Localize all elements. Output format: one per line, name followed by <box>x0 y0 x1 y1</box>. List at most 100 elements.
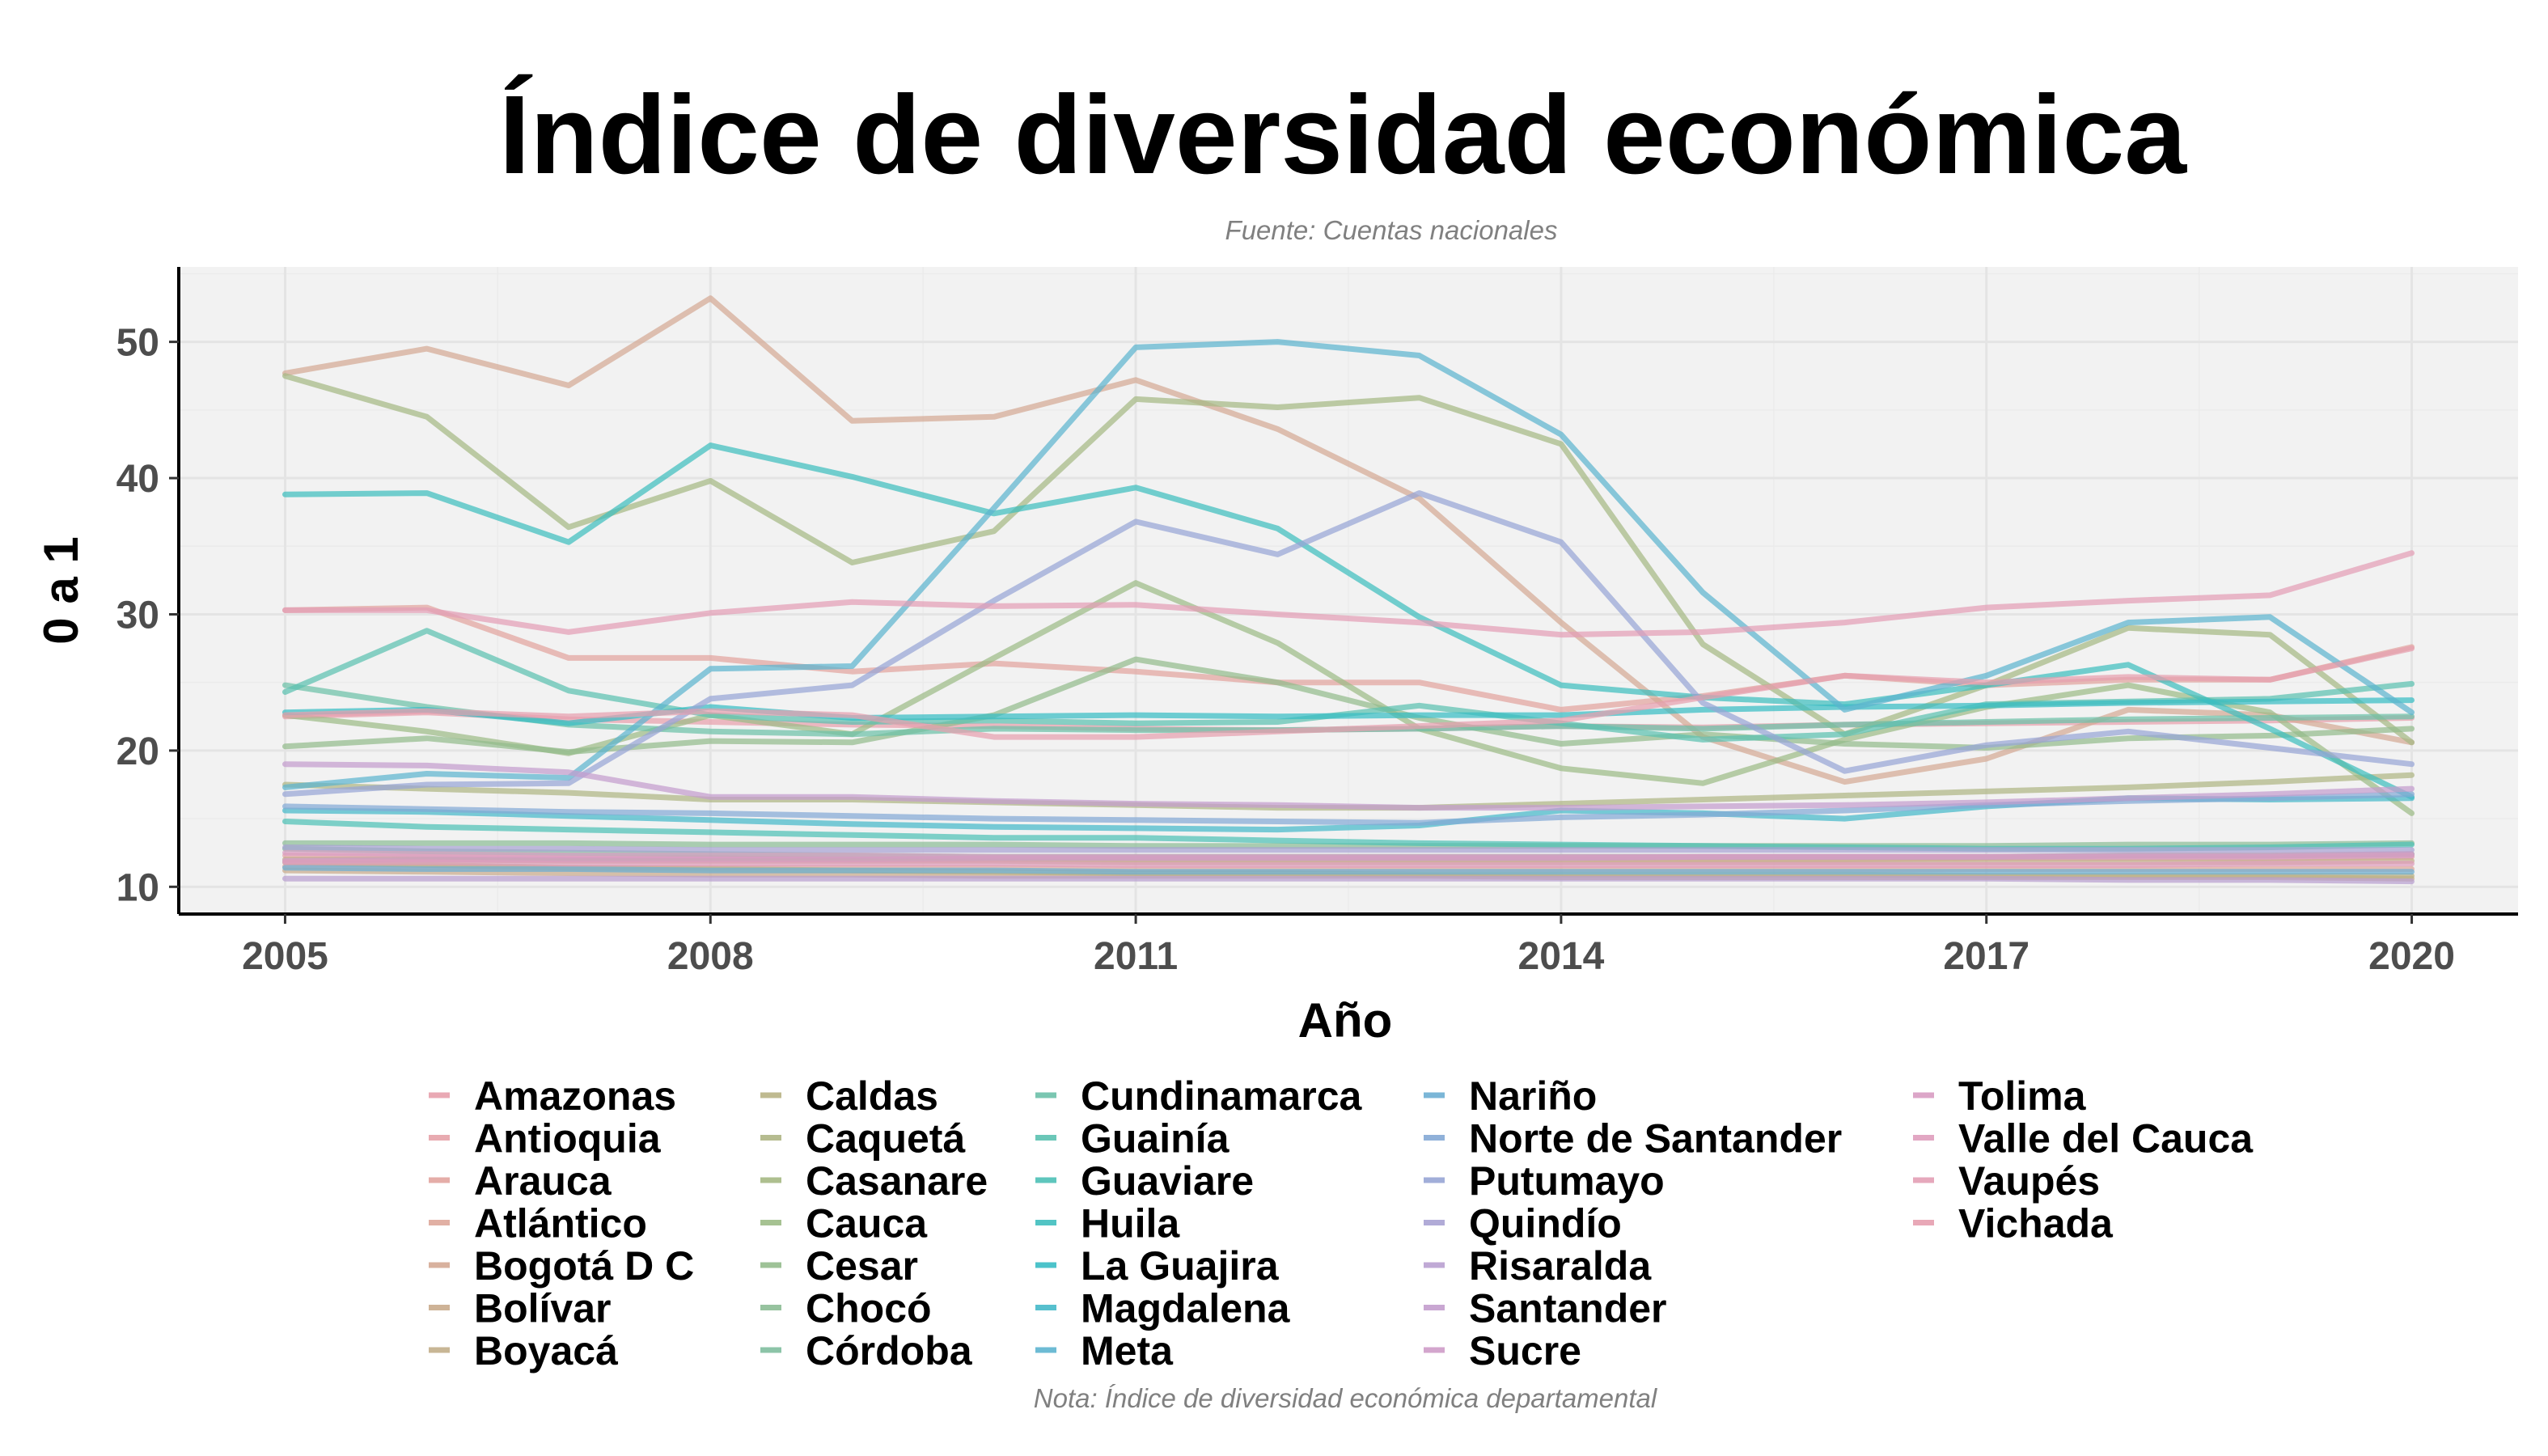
legend-label: Guainía <box>1081 1116 1230 1162</box>
legend-item: Quindío <box>1424 1201 1622 1246</box>
legend-item: Putumayo <box>1424 1158 1665 1204</box>
chart-subtitle: Fuente: Cuentas nacionales <box>1225 215 1558 245</box>
legend-item: Valle del Cauca <box>1913 1116 2254 1162</box>
legend-label: Cauca <box>806 1201 928 1246</box>
legend-label: Norte de Santander <box>1469 1116 1842 1162</box>
chart-caption: Nota: Índice de diversidad económica dep… <box>1034 1383 1658 1413</box>
legend-item: Atlántico <box>429 1201 647 1246</box>
y-axis-title: 0 a 1 <box>34 536 88 644</box>
legend-label: Vaupés <box>1958 1158 2100 1204</box>
legend-item: Caldas <box>760 1073 938 1119</box>
legend-label: Vichada <box>1958 1201 2114 1246</box>
legend-item: Vaupés <box>1913 1158 2100 1204</box>
legend-label: Atlántico <box>474 1201 647 1246</box>
series-line <box>282 875 2415 885</box>
legend-item: La Guajira <box>1035 1243 1280 1289</box>
legend-item: Arauca <box>429 1158 612 1204</box>
x-tick-label: 2008 <box>667 935 754 978</box>
legend-label: Quindío <box>1469 1201 1622 1246</box>
series-line <box>282 645 2415 740</box>
legend-item: Huila <box>1035 1201 1180 1246</box>
x-tick-label: 2014 <box>1518 935 1605 978</box>
legend-item: Guaviare <box>1035 1158 1254 1204</box>
series-line <box>282 442 2415 800</box>
series-line <box>282 656 2415 756</box>
x-tick-label: 2017 <box>1943 935 2030 978</box>
legend-label: Nariño <box>1469 1073 1597 1119</box>
legend-item: Caquetá <box>760 1116 965 1162</box>
series-line <box>282 490 2415 798</box>
x-tick-label: 2005 <box>242 935 328 978</box>
x-tick-label: 2011 <box>1094 935 1178 978</box>
series-line <box>282 844 2415 853</box>
legend-item: Santander <box>1424 1286 1667 1331</box>
y-axis-ticks: 10 20 30 40 50 <box>116 322 179 909</box>
legend-label: Tolima <box>1958 1073 2087 1119</box>
legend-item: Chocó <box>760 1286 932 1331</box>
y-tick-label: 40 <box>116 458 159 501</box>
legend-item: Cesar <box>760 1243 918 1289</box>
legend-label: Santander <box>1469 1286 1667 1331</box>
legend-item: Vichada <box>1913 1201 2114 1246</box>
y-tick-label: 20 <box>116 730 159 773</box>
series-line <box>282 865 2415 875</box>
legend-label: Meta <box>1081 1328 1174 1373</box>
series-lines <box>282 295 2415 885</box>
legend-label: Putumayo <box>1469 1158 1665 1204</box>
legend-label: Bogotá D C <box>474 1243 694 1289</box>
x-axis-title: Año <box>1298 993 1393 1048</box>
legend-label: Casanare <box>806 1158 988 1204</box>
legend-item: Norte de Santander <box>1424 1116 1842 1162</box>
legend-item: Risaralda <box>1424 1243 1652 1289</box>
legend-item: Tolima <box>1913 1073 2087 1119</box>
series-line <box>282 295 2415 785</box>
legend-item: Boyacá <box>429 1328 618 1373</box>
x-tick-label: 2020 <box>2368 935 2455 978</box>
legend-label: Caldas <box>806 1073 938 1119</box>
legend-item: Antioquia <box>429 1116 662 1162</box>
legend-item: Meta <box>1035 1328 1174 1373</box>
legend-label: Huila <box>1081 1201 1180 1246</box>
legend-item: Sucre <box>1424 1328 1581 1373</box>
legend-label: Valle del Cauca <box>1958 1116 2254 1162</box>
legend-label: Risaralda <box>1469 1243 1652 1289</box>
y-tick-label: 50 <box>116 322 159 365</box>
series-line <box>282 849 2415 860</box>
x-axis-ticks: 2005 2008 2011 2014 2017 2020 <box>242 914 2455 978</box>
series-line <box>282 580 2415 816</box>
legend-item: Magdalena <box>1035 1286 1291 1331</box>
legend-item: Cauca <box>760 1201 928 1246</box>
legend-label: Bolívar <box>474 1286 612 1331</box>
legend-label: Amazonas <box>474 1073 676 1119</box>
legend-label: Cundinamarca <box>1081 1073 1363 1119</box>
legend-label: Cesar <box>806 1243 918 1289</box>
legend-item: Bolívar <box>429 1286 612 1331</box>
legend-item: Guainía <box>1035 1116 1230 1162</box>
legend-label: Magdalena <box>1081 1286 1291 1331</box>
legend-item: Bogotá D C <box>429 1243 694 1289</box>
series-line <box>282 339 2415 790</box>
legend-label: Antioquia <box>474 1116 662 1162</box>
legend-label: Guaviare <box>1081 1158 1254 1204</box>
y-tick-label: 30 <box>116 594 159 637</box>
legend-label: Chocó <box>806 1286 932 1331</box>
series-line <box>282 761 2415 811</box>
legend-label: Sucre <box>1469 1328 1581 1373</box>
legend-label: Arauca <box>474 1158 612 1204</box>
legend-item: Córdoba <box>760 1328 973 1373</box>
legend-item: Casanare <box>760 1158 988 1204</box>
y-tick-label: 10 <box>116 866 159 909</box>
legend-label: Córdoba <box>806 1328 973 1373</box>
legend-label: Caquetá <box>806 1116 965 1162</box>
series-line <box>282 373 2415 746</box>
legend-item: Amazonas <box>429 1073 676 1119</box>
legend-item: Nariño <box>1424 1073 1597 1119</box>
legend-label: La Guajira <box>1081 1243 1280 1289</box>
legend-label: Boyacá <box>474 1328 618 1373</box>
chart-title: Índice de diversidad económica <box>499 73 2187 197</box>
legend-item: Cundinamarca <box>1035 1073 1363 1119</box>
series-line <box>282 859 2415 868</box>
series-line <box>282 550 2415 638</box>
